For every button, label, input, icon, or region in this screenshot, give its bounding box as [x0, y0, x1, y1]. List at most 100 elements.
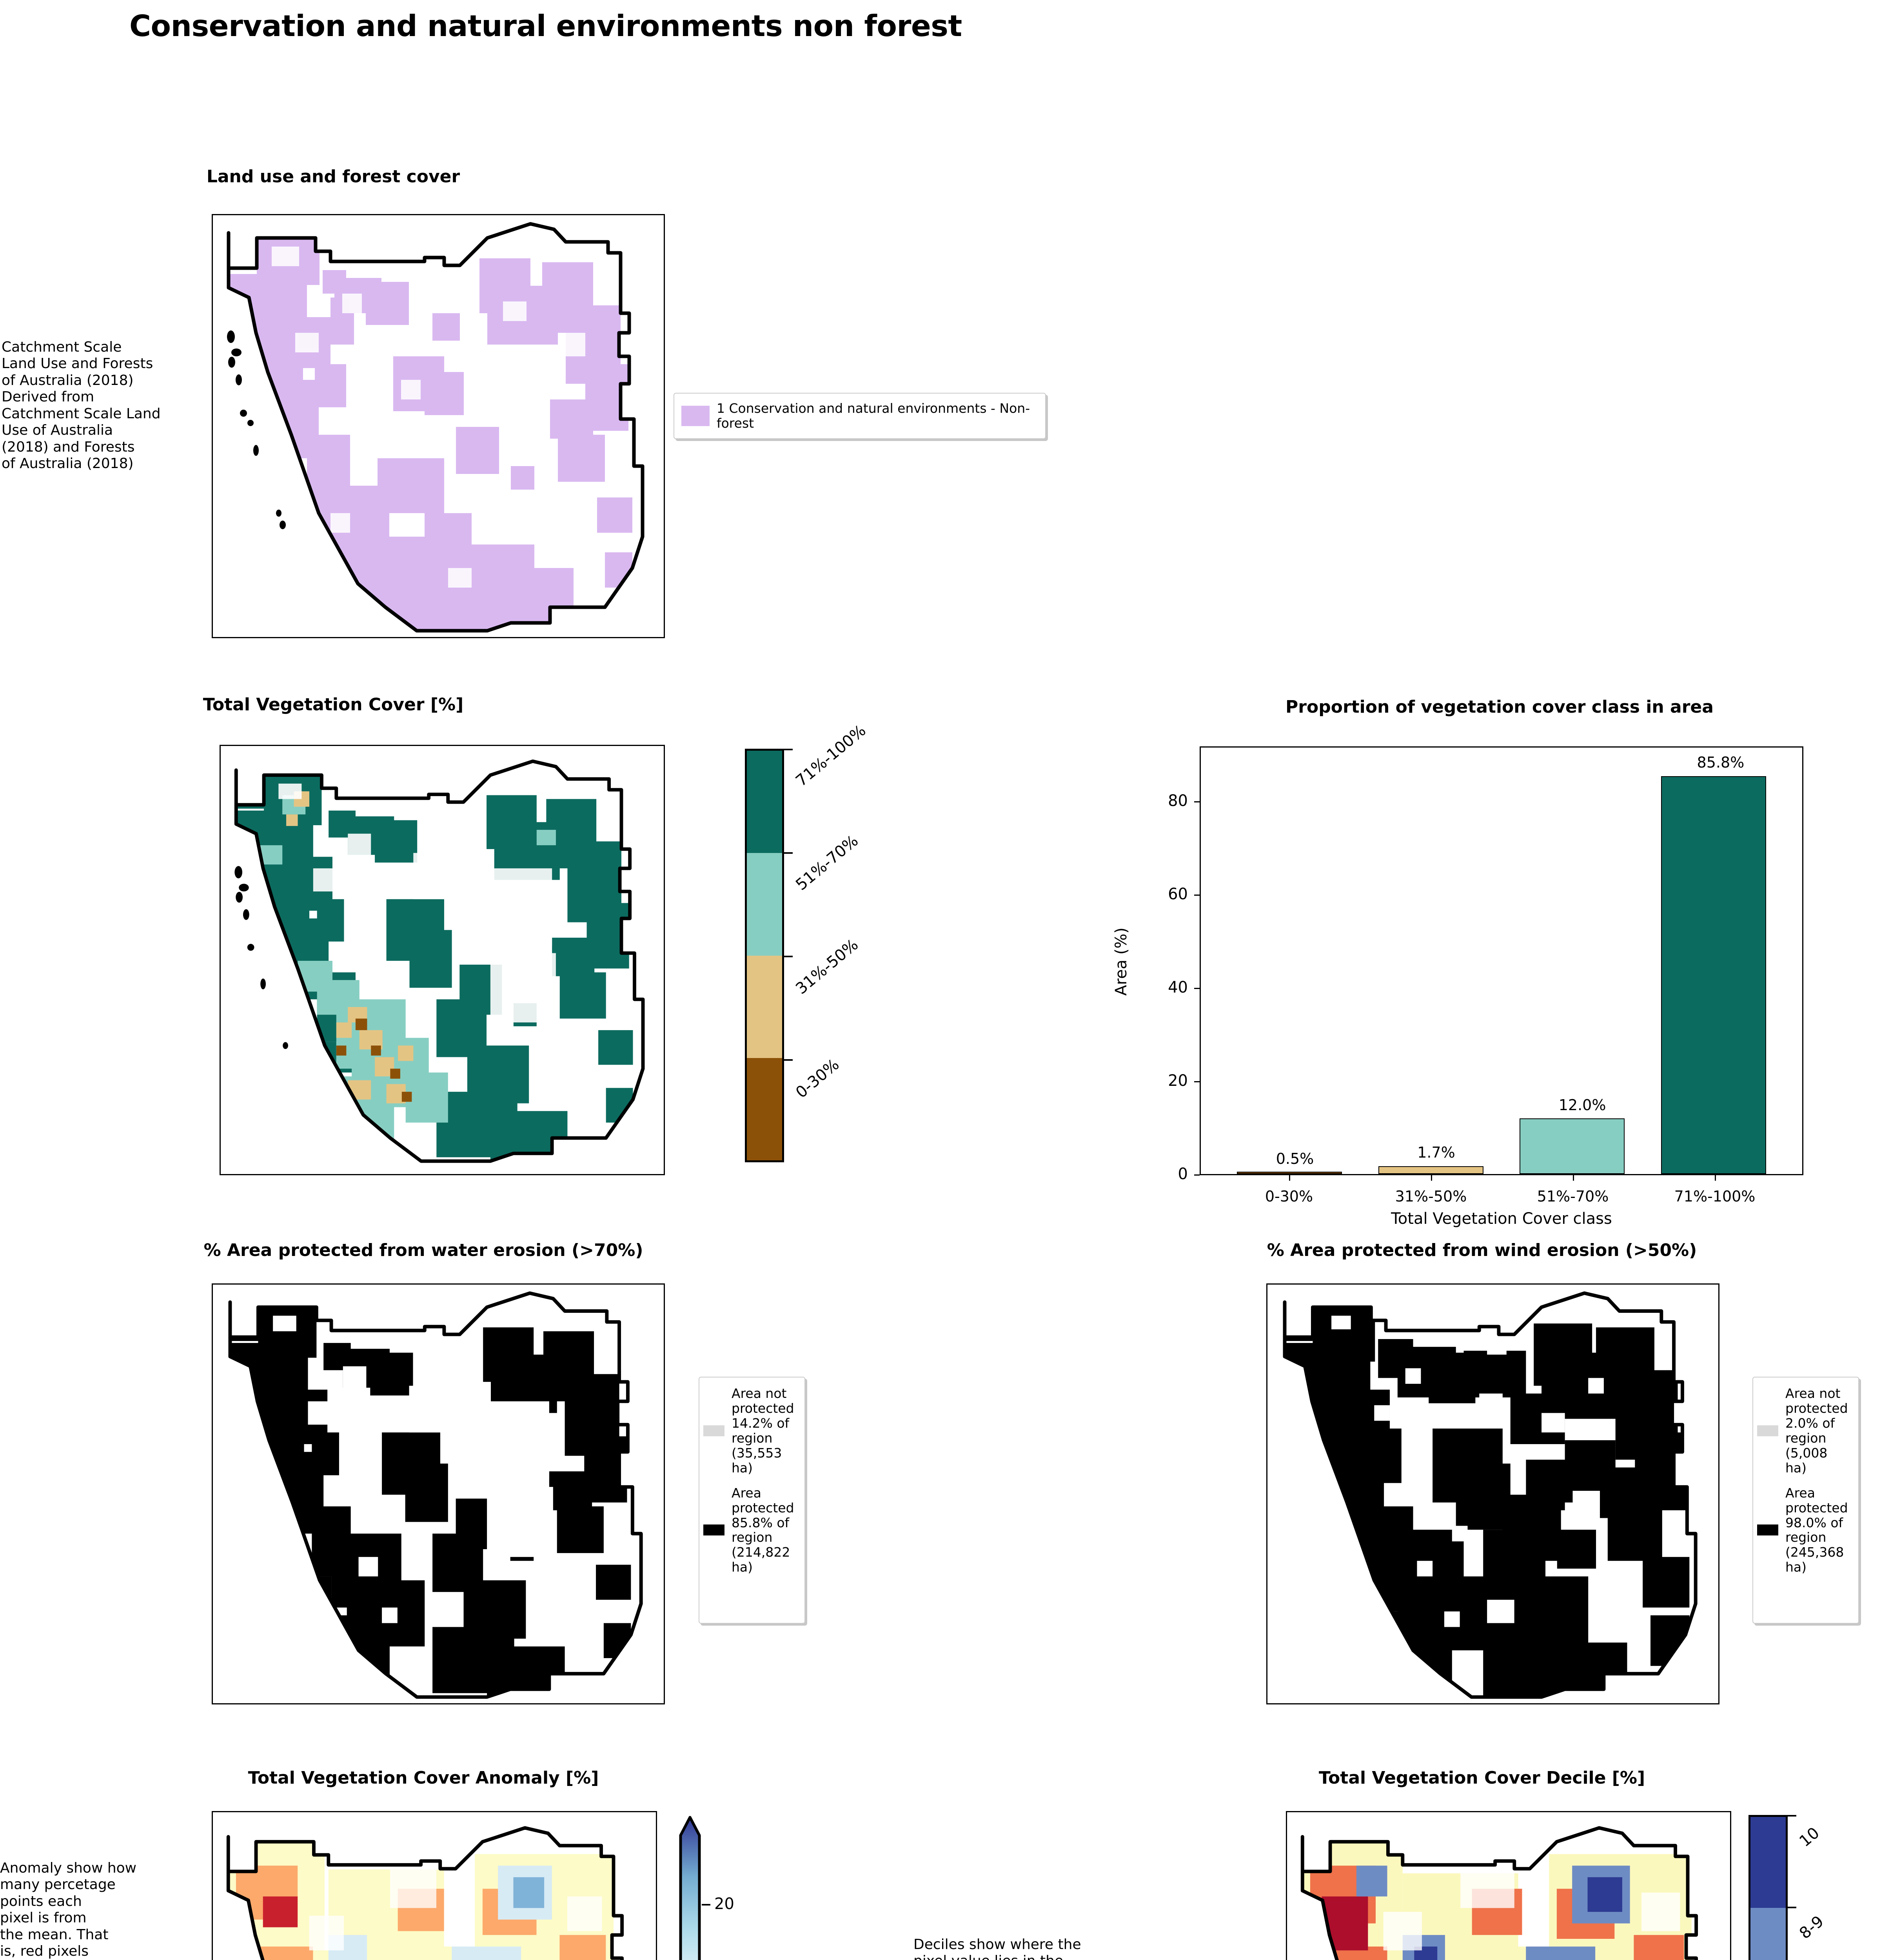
wind-erosion-panel-title: % Area protected from wind erosion (>50%…: [1267, 1240, 1697, 1260]
x-tick-label-0-30: 0-30%: [1265, 1188, 1313, 1205]
legend-item: Area not protected 2.0% of region (5,008…: [1757, 1386, 1854, 1475]
bar-value-label-71-100: 85.8%: [1697, 753, 1745, 771]
map-tick: [212, 1388, 213, 1390]
anomaly-colorbar-svg: [679, 1816, 701, 1960]
map-tick: [220, 1111, 221, 1112]
y-tick-label-20: 20: [1168, 1072, 1188, 1090]
anomaly-map-canvas: [213, 1812, 656, 1960]
anomaly-map-svg: [213, 1819, 656, 1960]
map-tick: [220, 852, 221, 853]
map-tick: [479, 1703, 481, 1704]
legend-item: Area protected 98.0% of region (245,368 …: [1757, 1485, 1854, 1575]
page-title: Conservation and natural environments no…: [129, 9, 962, 43]
map-tick: [389, 1174, 390, 1175]
decile-label-8-9: 8-9: [1796, 1912, 1827, 1943]
decile-map-canvas: [1287, 1812, 1730, 1960]
legend-item-label: 1 Conservation and natural environments …: [717, 401, 1030, 431]
y-tick-label-0: 0: [1178, 1165, 1188, 1183]
bar-value-label-0-30: 0.5%: [1276, 1150, 1314, 1167]
decile-panel-title: Total Vegetation Cover Decile [%]: [1318, 1768, 1645, 1788]
x-tick-label-71-100: 71%-100%: [1674, 1188, 1756, 1205]
landuse-source-note: Catchment Scale Land Use and Forests of …: [2, 339, 161, 472]
map-tick: [299, 1174, 300, 1175]
legend-item: 1 Conservation and natural environments …: [681, 399, 1038, 433]
map-tick: [1286, 1920, 1287, 1921]
legend-swatch-not-protected: [703, 1425, 724, 1436]
landuse-panel-title: Land use and forest cover: [206, 167, 460, 187]
barchart-y-axis-label: Area (%): [1112, 927, 1130, 996]
map-tick: [1534, 1703, 1535, 1704]
colorbar-label-0-30: 0-30%: [792, 1055, 843, 1102]
map-tick: [212, 1473, 213, 1474]
legend-item-label: Area not protected 14.2% of region (35,5…: [732, 1386, 794, 1475]
landuse-map[interactable]: [212, 214, 665, 638]
bar-value-label-31-50: 1.7%: [1417, 1144, 1455, 1161]
bar-0-30[interactable]: [1237, 1172, 1342, 1174]
legend-item: Area not protected 14.2% of region (35,5…: [703, 1386, 801, 1475]
water-erosion-map-svg: [214, 1285, 664, 1703]
barchart-x-axis-label: Total Vegetation Cover class: [1391, 1210, 1612, 1228]
map-tick: [1266, 1308, 1267, 1309]
map-tick: [385, 637, 387, 638]
legend-swatch-protected: [703, 1524, 724, 1536]
map-tick: [212, 490, 213, 491]
decile-map-svg: [1287, 1819, 1730, 1960]
legend-swatch-protected: [1757, 1524, 1778, 1536]
veg-cover-colorbar[interactable]: [745, 749, 784, 1162]
wind-erosion-map[interactable]: [1266, 1283, 1719, 1704]
bar-71-100[interactable]: [1661, 776, 1766, 1174]
wind-erosion-legend[interactable]: Area not protected 2.0% of region (5,008…: [1752, 1377, 1859, 1624]
landuse-map-canvas: [213, 215, 664, 637]
colorbar-segment-0-30: [747, 1058, 782, 1160]
colorbar-segment-51-70: [747, 853, 782, 956]
bar-31-50[interactable]: [1378, 1166, 1483, 1174]
anomaly-map[interactable]: [212, 1811, 657, 1960]
veg-cover-map-canvas: [221, 746, 664, 1174]
map-tick: [212, 1557, 213, 1558]
wind-erosion-map-canvas: [1267, 1285, 1718, 1703]
x-tick-label-51-70: 51%-70%: [1537, 1188, 1609, 1205]
bar-value-label-51-70: 12.0%: [1558, 1096, 1606, 1114]
map-tick: [385, 1703, 387, 1704]
decile-colorbar[interactable]: [1748, 1815, 1788, 1960]
map-tick: [212, 1308, 213, 1309]
legend-item: Area protected 85.8% of region (214,822 …: [703, 1485, 801, 1575]
map-tick: [212, 1641, 213, 1642]
map-tick: [574, 1703, 575, 1704]
map-tick: [1286, 1836, 1287, 1837]
map-tick: [1266, 1557, 1267, 1558]
colorbar-segment-8-9: [1750, 1908, 1786, 1960]
legend-item-label: Area protected 85.8% of region (214,822 …: [732, 1485, 794, 1575]
map-tick: [1628, 1703, 1629, 1704]
veg-cover-map[interactable]: [220, 745, 665, 1175]
anomaly-panel-title: Total Vegetation Cover Anomaly [%]: [248, 1768, 599, 1788]
colorbar-segment-31-50: [747, 955, 782, 1058]
wind-erosion-map-svg: [1269, 1285, 1718, 1703]
decile-map[interactable]: [1286, 1811, 1731, 1960]
map-tick: [212, 403, 213, 405]
bar-51-70[interactable]: [1520, 1118, 1625, 1174]
map-tick: [1346, 1703, 1347, 1704]
legend-item-label: Area protected 98.0% of region (245,368 …: [1785, 1485, 1848, 1575]
landuse-map-svg: [213, 215, 664, 637]
map-tick: [479, 637, 481, 638]
map-tick: [479, 1174, 481, 1175]
veg-cover-map-svg: [221, 753, 664, 1170]
map-tick: [212, 1920, 213, 1921]
water-erosion-map[interactable]: [212, 1283, 665, 1704]
barchart-plot-area[interactable]: 0.5% 1.7% 12.0% 85.8%: [1200, 746, 1803, 1175]
water-erosion-legend[interactable]: Area not protected 14.2% of region (35,5…: [699, 1377, 805, 1624]
y-tick-label-80: 80: [1168, 792, 1188, 810]
anomaly-colorbar[interactable]: [678, 1815, 702, 1960]
decile-label-10: 10: [1796, 1824, 1823, 1851]
barchart-title: Proportion of vegetation cover class in …: [1285, 697, 1714, 717]
map-tick: [212, 572, 213, 573]
veg-cover-panel-title: Total Vegetation Cover [%]: [203, 695, 464, 715]
map-tick: [212, 1836, 213, 1837]
x-tick-label-31-50: 31%-50%: [1395, 1188, 1467, 1205]
map-tick: [291, 1703, 292, 1704]
map-tick: [212, 239, 213, 240]
landuse-legend[interactable]: 1 Conservation and natural environments …: [674, 393, 1046, 439]
map-tick: [291, 637, 292, 638]
colorbar-segment-10: [1750, 1817, 1786, 1908]
